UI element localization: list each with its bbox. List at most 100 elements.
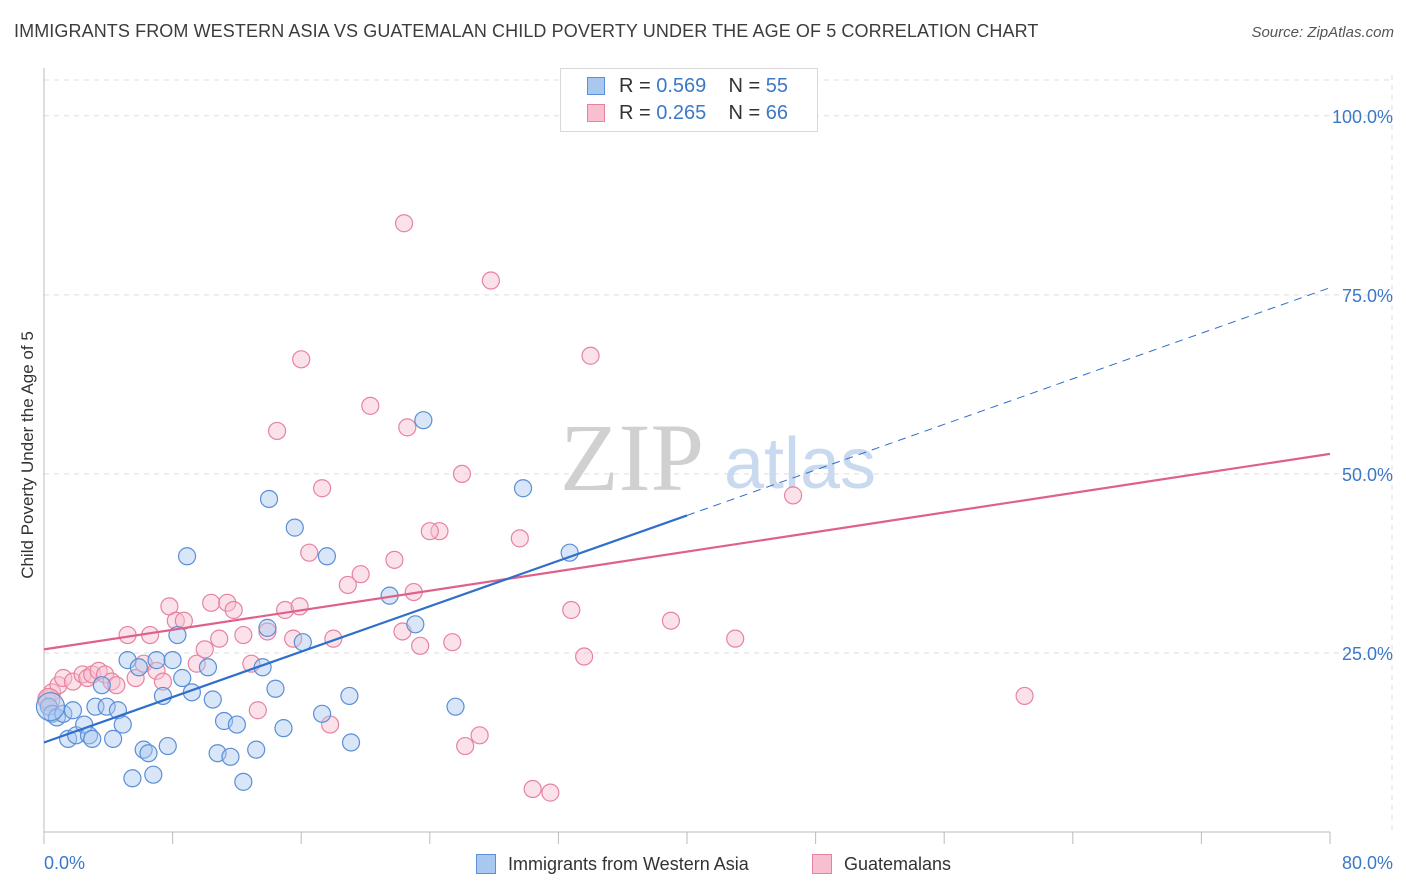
guatemalans-point — [783, 486, 803, 505]
source-label: Source: ZipAtlas.com — [1251, 24, 1394, 41]
western-asia-point — [144, 765, 163, 784]
western-asia-point — [513, 479, 533, 498]
chart-title: IMMIGRANTS FROM WESTERN ASIA VS GUATEMAL… — [14, 21, 1039, 41]
guatemalans-point — [234, 625, 253, 645]
guatemalans-point — [411, 636, 430, 655]
legend-n-value: 66 — [765, 101, 789, 124]
guatemalans-point — [95, 665, 115, 684]
legend-n-value: 55 — [765, 74, 789, 97]
guatemalans-point — [398, 418, 417, 437]
x-tick-label-max: 80.0% — [1342, 853, 1393, 873]
tick-labels: 25.0% 50.0% 75.0% 100.0% 0.0% 80.0% — [44, 107, 1393, 873]
legend-r-value: 0.265 — [656, 101, 707, 124]
western-asia-point — [177, 547, 197, 566]
guatemalans-point — [63, 672, 83, 691]
guatemalans-point — [292, 350, 311, 369]
western-asia-point — [274, 719, 293, 738]
guatemalans-point — [510, 529, 529, 548]
western-asia-point — [153, 686, 173, 706]
western-asia-point — [63, 701, 83, 720]
western-asia-point — [129, 658, 148, 677]
bottom-legend-guatemalans: Guatemalans — [812, 852, 951, 876]
legend-swatch-blue — [587, 77, 605, 95]
y-tick-label: 50.0% — [1342, 465, 1393, 485]
western-asia-point — [147, 651, 166, 670]
western-asia-point — [560, 543, 579, 562]
grid-lines — [44, 75, 1393, 832]
guatemalans-point — [202, 593, 221, 612]
guatemalans-point — [420, 522, 439, 541]
guatemalans-point — [248, 701, 267, 720]
western-asia-point — [221, 747, 240, 766]
guatemalans-point — [481, 271, 500, 290]
western-asia-point — [173, 668, 192, 688]
guatemalans-point — [312, 479, 332, 498]
western-asia-point — [446, 697, 465, 716]
western-asia-point — [203, 690, 222, 709]
guatemalans-point — [523, 779, 542, 799]
x-tick-label-min: 0.0% — [44, 853, 85, 873]
western-asia-trend-line — [43, 514, 688, 744]
y-tick-label: 75.0% — [1342, 286, 1393, 306]
watermark-zip: ZIP — [560, 404, 704, 511]
western-asia-point-cluster — [35, 692, 66, 722]
western-asia-point — [247, 740, 266, 759]
western-asia-point — [163, 651, 182, 670]
guatemalans-point — [470, 726, 489, 745]
guatemalans-point — [210, 629, 229, 648]
western-asia-point — [158, 736, 177, 756]
guatemalans-point — [581, 346, 600, 365]
western-asia-point — [266, 679, 285, 698]
guatemalans-point — [54, 668, 73, 688]
western-asia-point — [104, 729, 123, 748]
guatemalans-point — [267, 421, 287, 441]
guatemalans-point — [218, 593, 237, 612]
western-asia-point — [285, 518, 304, 537]
guatemalans-point — [361, 396, 380, 415]
guatemalans-point — [385, 550, 404, 569]
guatemalans-trend-line — [43, 452, 1331, 651]
legend-r-value: 0.569 — [656, 74, 707, 97]
western-asia-trend-extension — [686, 287, 1331, 516]
guatemalans-point — [300, 543, 319, 562]
western-asia-point — [312, 704, 332, 723]
guatemalans-point — [1015, 686, 1034, 706]
y-tick-label: 25.0% — [1342, 644, 1393, 664]
bottom-legend-label-western-asia: Immigrants from Western Asia — [508, 853, 749, 874]
western-asia-point — [118, 651, 137, 670]
western-asia-point — [227, 715, 246, 734]
legend-n-label: N = — [728, 74, 761, 97]
guatemalans-point — [562, 600, 581, 620]
western-asia-point — [340, 686, 359, 706]
western-asia-point — [123, 769, 142, 788]
trend-lines — [43, 287, 1331, 744]
western-asia-point — [414, 411, 433, 430]
guatemalans-point — [661, 611, 681, 630]
western-asia-points — [35, 411, 579, 791]
guatemalans-point — [394, 214, 414, 233]
western-asia-point — [83, 729, 102, 748]
guatemalans-point — [187, 654, 206, 673]
guatemalans-point — [153, 672, 173, 691]
western-asia-point — [92, 676, 111, 695]
guatemalans-point — [126, 668, 145, 688]
guatemalans-point — [575, 647, 594, 666]
western-asia-point — [258, 618, 277, 637]
bottom-legend-swatch-pink — [812, 854, 832, 874]
guatemalans-point — [224, 600, 243, 620]
western-asia-point — [259, 489, 279, 509]
bottom-legend-western-asia: Immigrants from Western Asia — [476, 852, 749, 876]
western-asia-point — [139, 744, 158, 763]
legend-r-label: R = — [619, 74, 651, 97]
guatemalans-point — [351, 565, 370, 584]
bottom-legend-label-guatemalans: Guatemalans — [844, 853, 952, 874]
western-asia-point — [113, 715, 132, 734]
western-asia-point — [341, 733, 361, 752]
correlation-legend: R = 0.569 N = 55 R = 0.265 N = 66 — [560, 68, 818, 132]
watermark: ZIP atlas — [560, 404, 876, 511]
guatemalans-point — [195, 640, 214, 659]
guatemalans-point — [430, 522, 449, 541]
western-asia-point — [406, 615, 425, 634]
bottom-legend-swatch-blue — [476, 854, 496, 874]
